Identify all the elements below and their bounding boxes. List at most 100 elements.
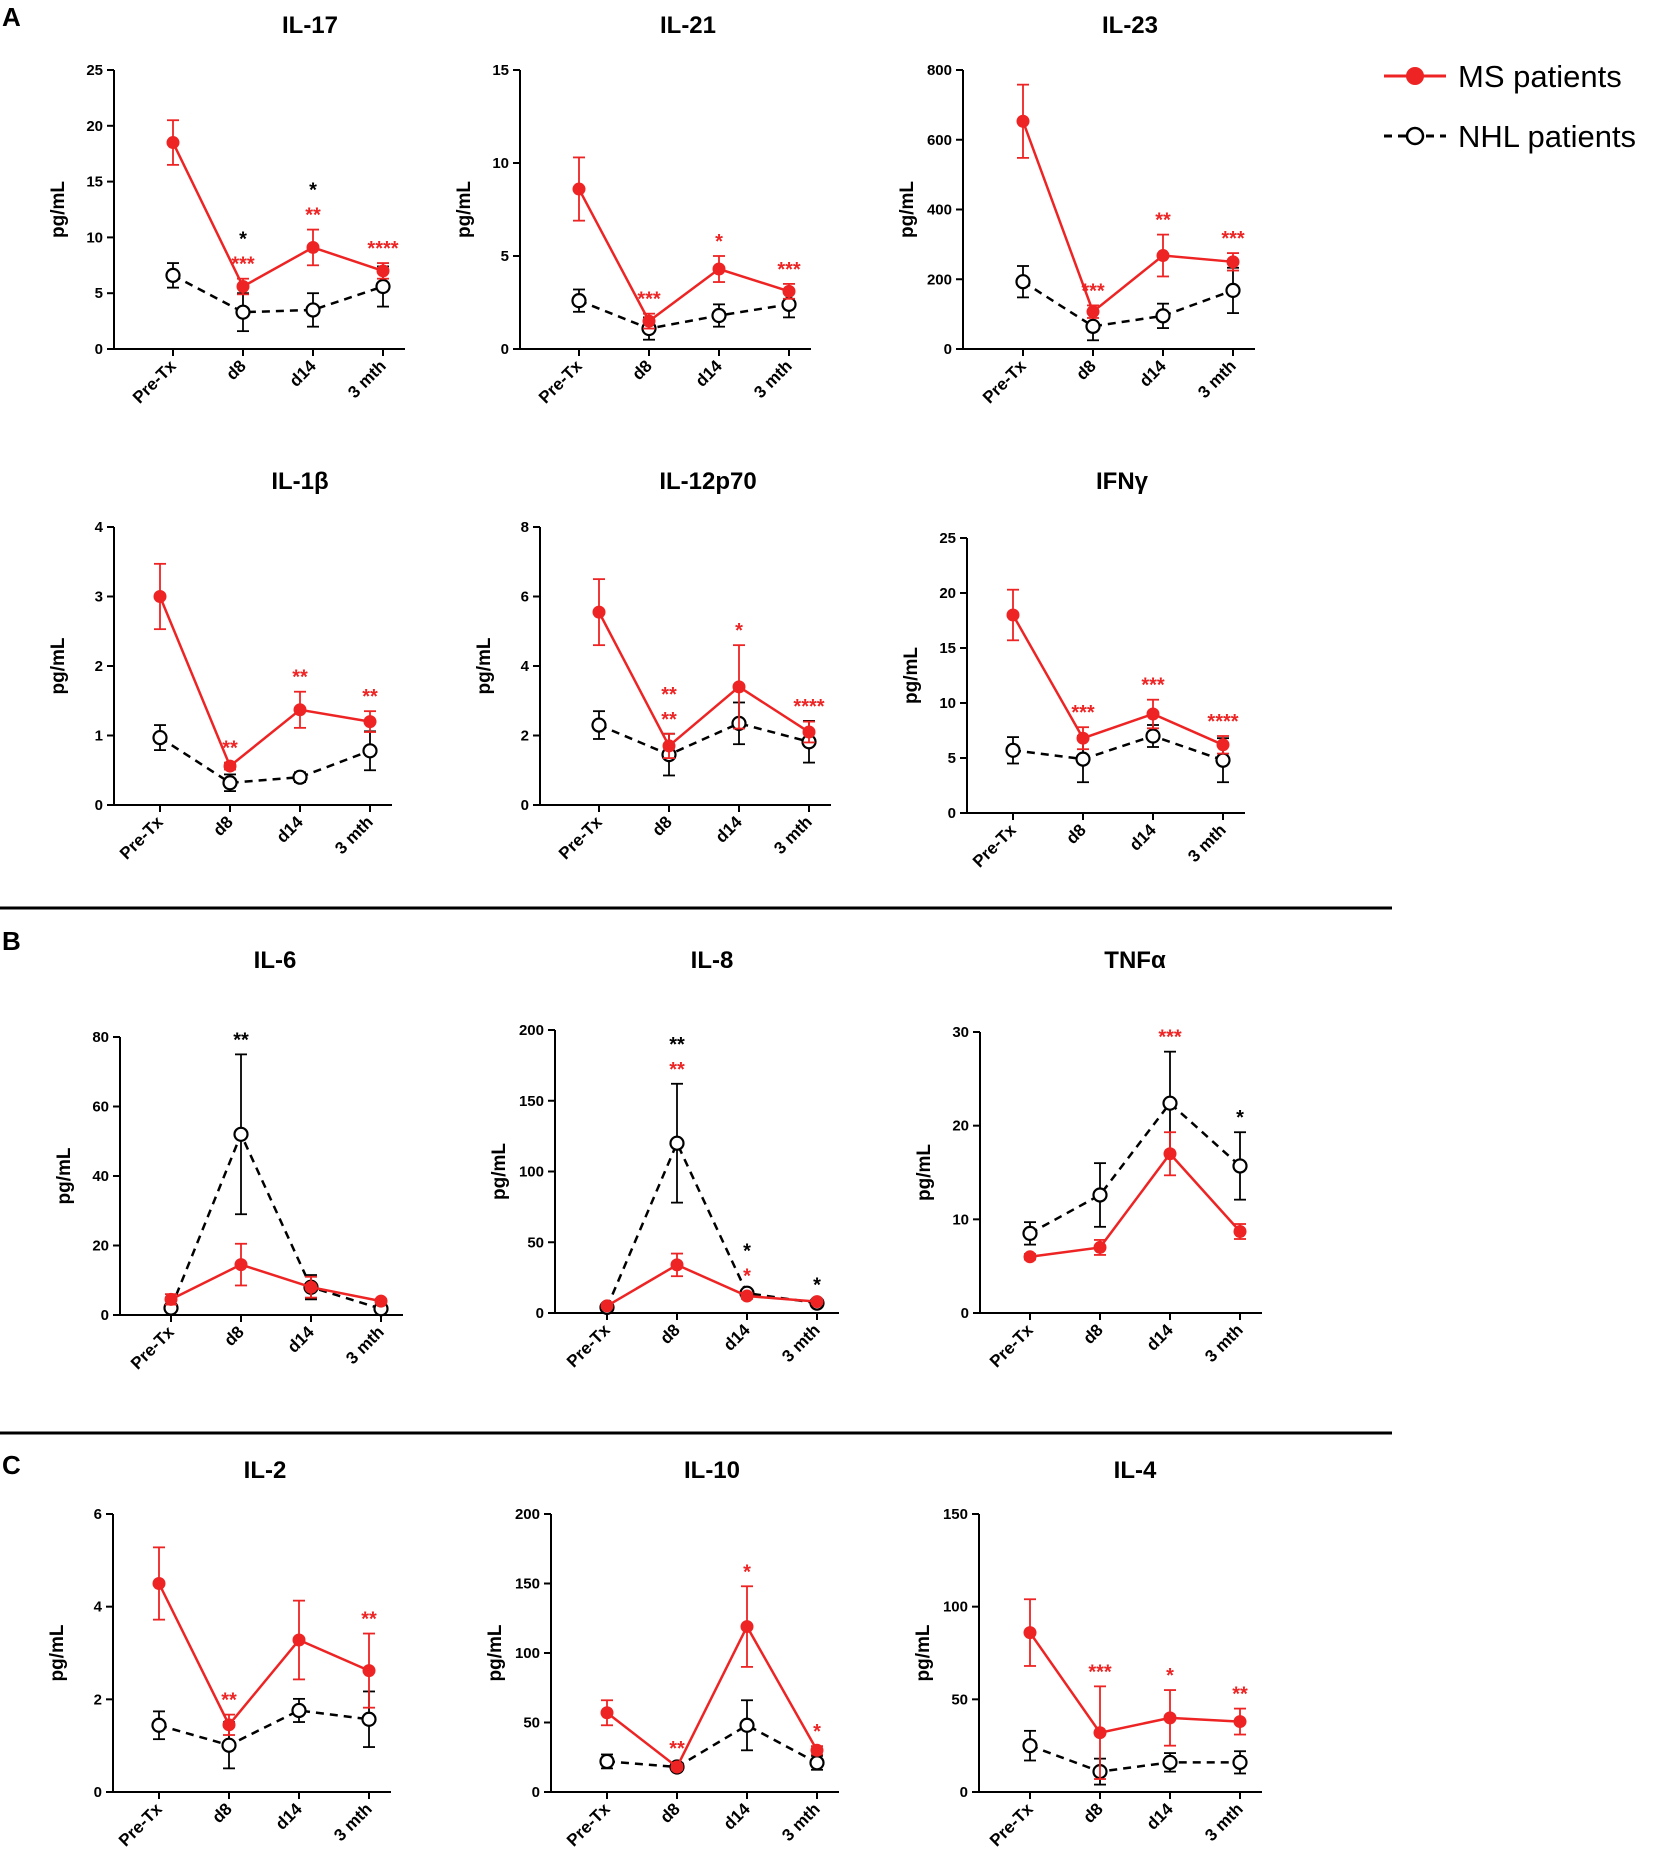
ms-data-point: [1156, 249, 1170, 263]
x-tick-label: d14: [720, 1320, 755, 1355]
y-tick-label: 150: [943, 1506, 968, 1523]
significance-marker: *: [743, 1240, 751, 1262]
nhl-data-point: [291, 1702, 307, 1719]
significance-marker: **: [1232, 1684, 1248, 1706]
y-axis-label: pg/mL: [48, 637, 69, 694]
chart-title: IFNγ: [1096, 468, 1149, 495]
y-tick-label: 800: [927, 62, 952, 79]
significance-marker: **: [305, 205, 321, 227]
nhl-data-point: [233, 1126, 249, 1142]
significance-marker: *: [309, 180, 317, 202]
significance-marker: ***: [231, 254, 255, 276]
nhl-series-line: [578, 299, 790, 330]
ms-data-point: [670, 1760, 684, 1774]
ms-data-point: [363, 715, 377, 729]
x-tick-label: d14: [284, 1322, 319, 1357]
ms-data-point: [222, 1718, 236, 1732]
x-tick-label: 3 mth: [1184, 820, 1229, 865]
x-tick-label: Pre-Tx: [563, 1320, 614, 1371]
x-tick-label: Pre-Tx: [986, 1799, 1037, 1850]
nhl-data-point: [1005, 742, 1021, 758]
y-axis-label: pg/mL: [54, 1147, 75, 1204]
x-tick-label: 3 mth: [778, 1320, 823, 1365]
ms-data-point: [306, 240, 320, 254]
y-tick-label: 2: [95, 658, 103, 675]
significance-marker: ***: [1071, 702, 1095, 724]
y-tick-label: 0: [532, 1784, 540, 1801]
y-tick-label: 50: [523, 1715, 540, 1732]
x-tick-label: Pre-Tx: [986, 1320, 1037, 1371]
y-tick-label: 30: [952, 1024, 969, 1041]
ms-series-line: [577, 188, 790, 323]
y-tick-label: 4: [95, 519, 104, 536]
y-tick-label: 0: [94, 1784, 102, 1801]
nhl-series-line: [1022, 280, 1234, 328]
y-tick-label: 200: [519, 1022, 544, 1039]
significance-marker: ***: [1158, 1027, 1182, 1049]
significance-marker: ***: [777, 259, 801, 281]
nhl-data-point: [235, 304, 251, 320]
x-tick-label: d8: [656, 1799, 683, 1826]
x-tick-label: d8: [1079, 1320, 1106, 1347]
ms-data-point: [1023, 1626, 1037, 1640]
ms-data-point: [236, 280, 250, 294]
y-axis-label: pg/mL: [454, 181, 475, 238]
chart-panel-10: IL-2 pg/mL 0 2 4 6 Pre-Tx d8 d14 3 mth ** **: [47, 1457, 391, 1850]
y-tick-label: 0: [944, 341, 952, 358]
nhl-data-point: [152, 729, 168, 746]
significance-marker: ***: [1081, 280, 1105, 302]
significance-marker: **: [661, 709, 677, 731]
y-tick-label: 1: [95, 728, 103, 745]
ms-series-line: [1028, 1631, 1241, 1735]
significance-marker: *: [813, 1275, 821, 1297]
x-tick-label: Pre-Tx: [563, 1799, 614, 1850]
chart-title: TNFα: [1104, 947, 1166, 974]
nhl-series-line: [159, 736, 371, 785]
ms-data-point: [740, 1620, 754, 1634]
y-tick-label: 0: [95, 341, 103, 358]
x-tick-label: Pre-Tx: [115, 1799, 166, 1850]
significance-marker: **: [292, 667, 308, 689]
nhl-data-point: [361, 1711, 377, 1727]
y-tick-label: 5: [95, 285, 103, 302]
nhl-series-line: [606, 1723, 818, 1769]
y-axis-label: pg/mL: [914, 1144, 935, 1201]
y-tick-label: 0: [948, 805, 956, 822]
ms-data-point: [376, 264, 390, 278]
y-tick-label: 150: [515, 1576, 540, 1593]
ms-series-line: [606, 1263, 818, 1308]
x-tick-label: d8: [1072, 356, 1099, 383]
ms-data-point: [166, 136, 180, 150]
y-axis-label: pg/mL: [47, 1624, 68, 1681]
significance-marker: *: [743, 1265, 751, 1287]
y-tick-label: 60: [92, 1099, 109, 1116]
y-axis-label: pg/mL: [48, 181, 69, 238]
chart-panel-4: IL-1β pg/mL 0 1 2 3 4 Pre-Tx d8 d14 3 mth ** ** **: [48, 468, 392, 863]
significance-marker: **: [233, 1029, 249, 1051]
ms-data-point: [152, 1577, 166, 1590]
nhl-series-line: [1029, 1744, 1240, 1773]
significance-marker: ***: [1221, 228, 1245, 250]
y-tick-label: 4: [521, 658, 530, 675]
y-axis-label: pg/mL: [489, 1143, 510, 1200]
ms-data-point: [802, 725, 816, 739]
ms-data-point: [292, 1633, 306, 1647]
chart-title: IL-6: [254, 947, 297, 974]
significance-marker: *: [743, 1561, 751, 1583]
ms-series-line: [1011, 614, 1224, 746]
ms-data-point: [1163, 1711, 1177, 1725]
x-tick-label: 3 mth: [1201, 1799, 1246, 1844]
x-tick-label: d14: [712, 812, 747, 847]
x-tick-label: d14: [272, 1799, 307, 1834]
y-tick-label: 50: [951, 1691, 968, 1708]
legend-ms-label: MS patients: [1458, 59, 1622, 94]
ms-series-line: [606, 1623, 819, 1769]
ms-data-point: [164, 1292, 178, 1306]
ms-data-point: [662, 739, 676, 753]
x-tick-label: d8: [1062, 820, 1089, 847]
x-tick-label: d8: [222, 356, 249, 383]
